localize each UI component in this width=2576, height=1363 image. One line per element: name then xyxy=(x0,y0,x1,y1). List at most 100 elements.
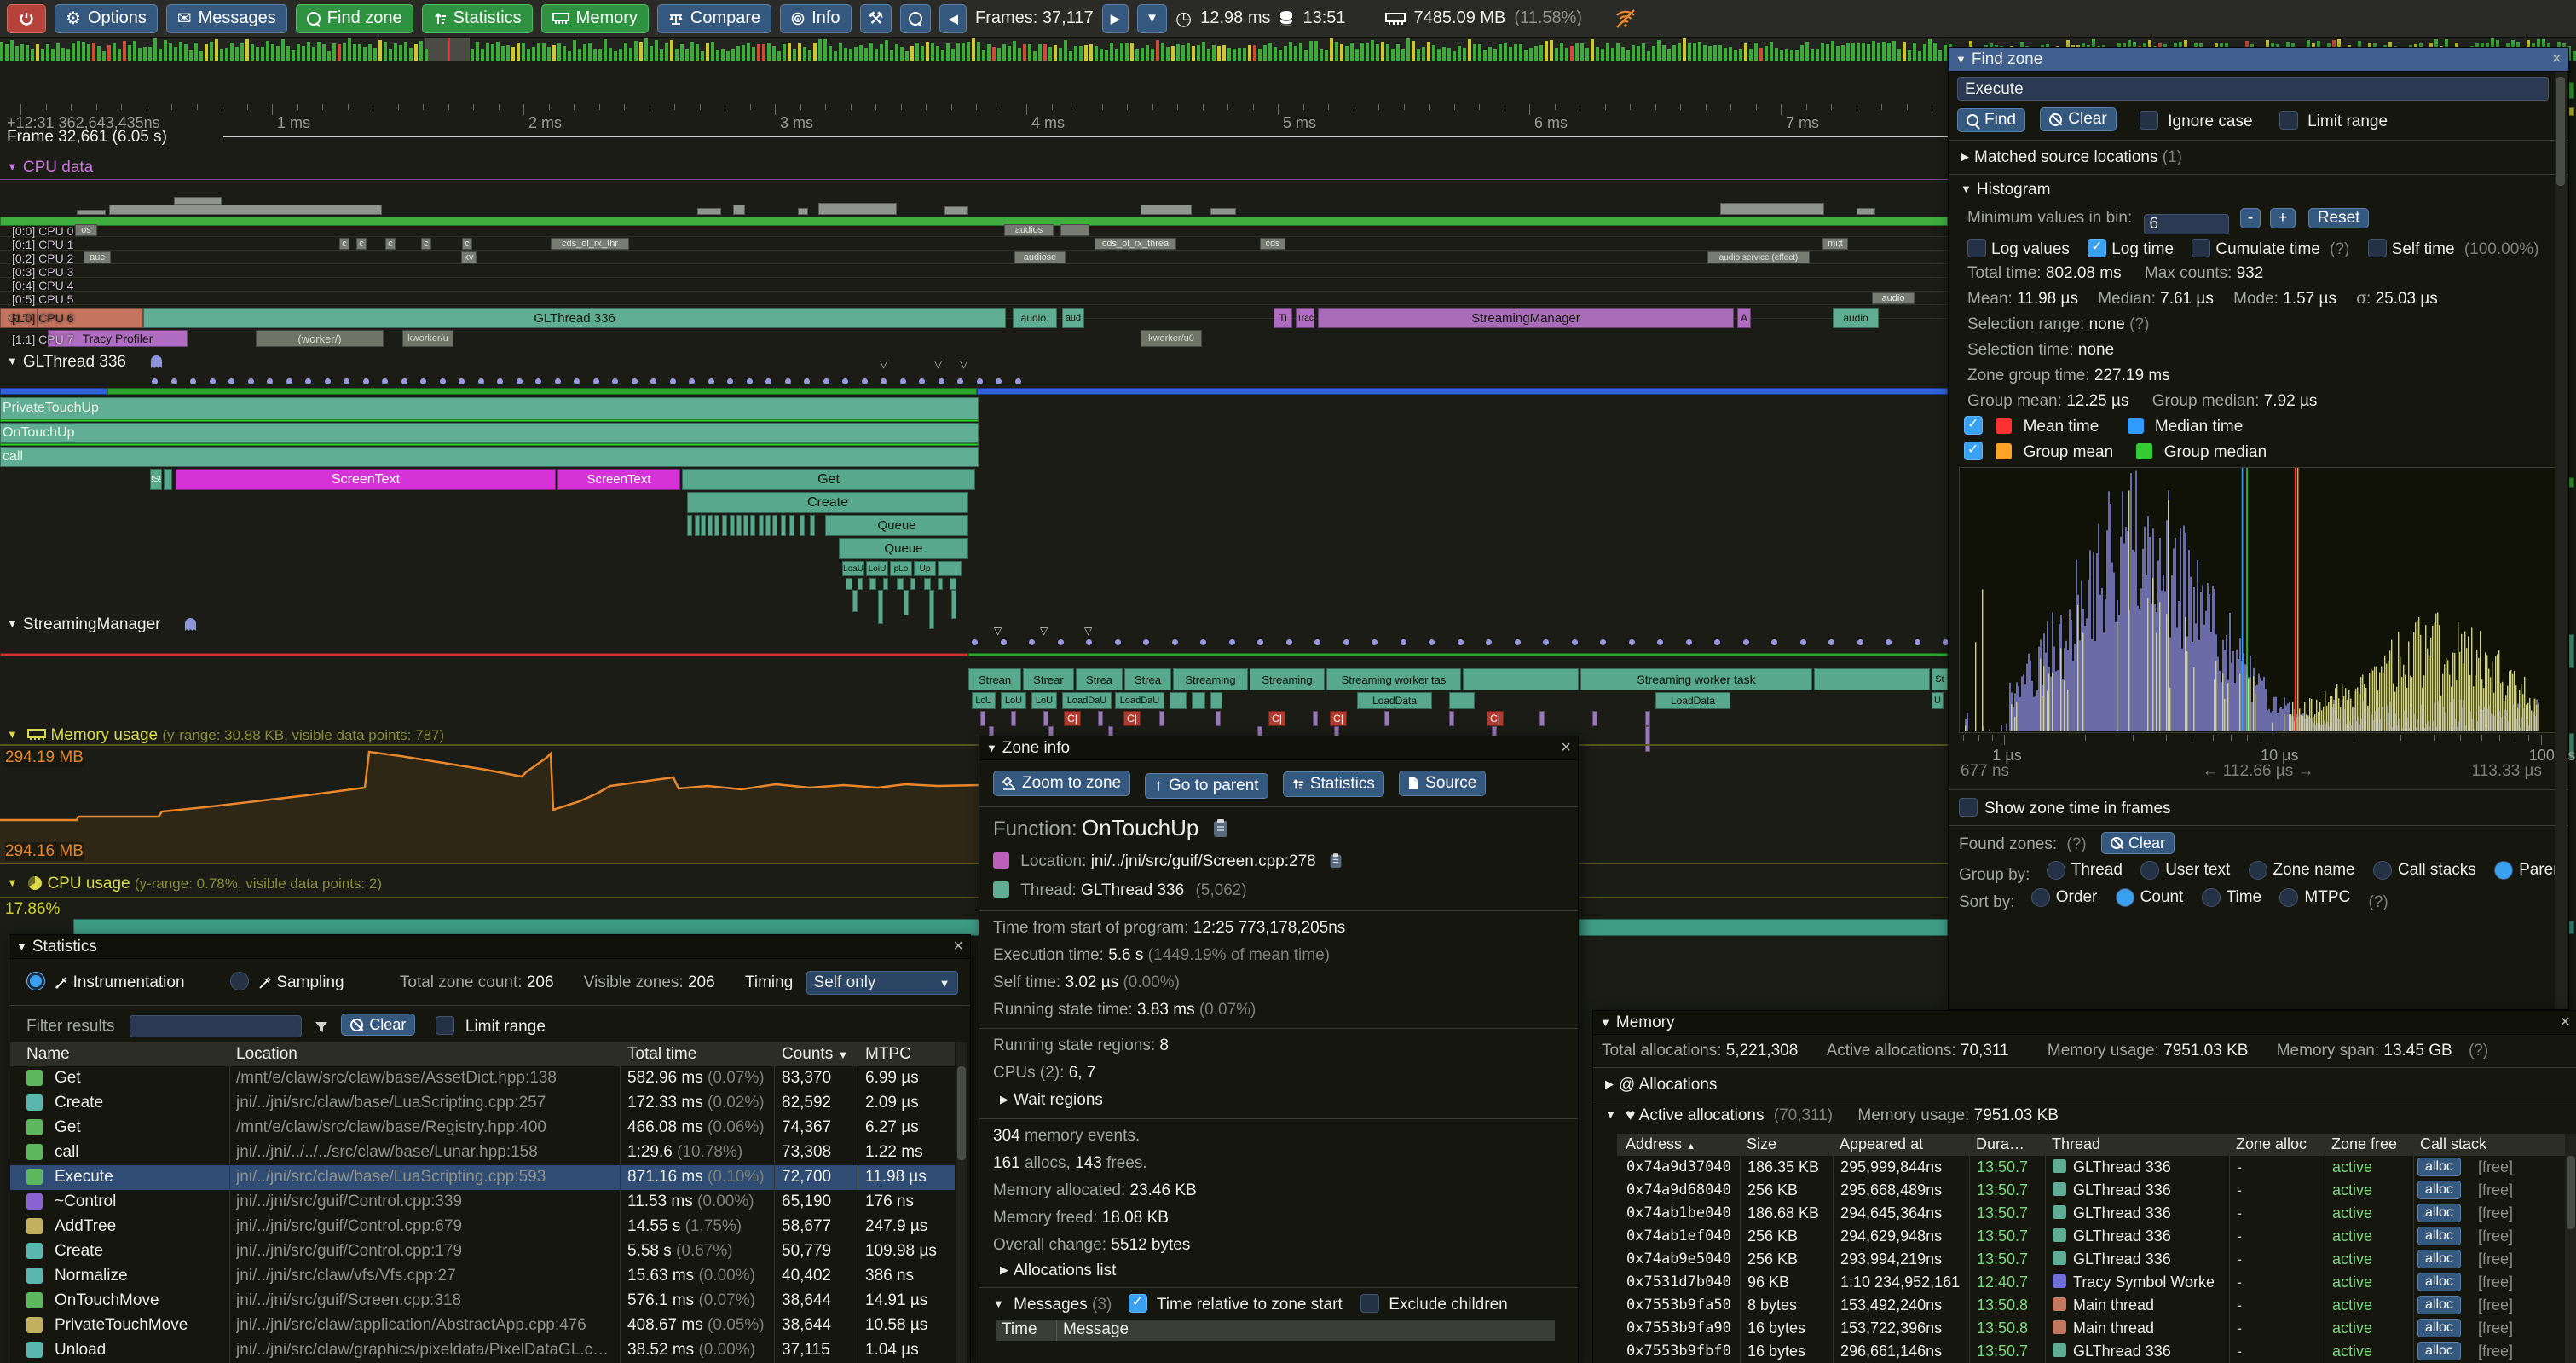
free-link[interactable]: [free] xyxy=(2478,1158,2513,1176)
col-appeared[interactable]: Appeared at xyxy=(1840,1135,1923,1153)
wifi-off-icon[interactable] xyxy=(1614,9,1637,29)
go-to-parent-button[interactable]: ↑Go to parent xyxy=(1145,773,1268,799)
help-icon[interactable]: (?) xyxy=(2330,240,2349,258)
alloc-button[interactable]: alloc xyxy=(2417,1181,2461,1199)
timeline-zone[interactable] xyxy=(0,419,979,422)
timeline-zone[interactable] xyxy=(858,578,863,590)
clipboard-icon[interactable] xyxy=(1212,818,1229,839)
timeline-zone[interactable]: Strea xyxy=(1076,668,1123,690)
timeline-zone[interactable]: audio.service (effect) xyxy=(1707,251,1810,263)
timeline-zone[interactable] xyxy=(1463,668,1579,690)
timeline-zone[interactable] xyxy=(697,208,721,215)
col-size[interactable]: Size xyxy=(1747,1135,1776,1153)
timeline-zone[interactable]: Get xyxy=(682,469,975,490)
timeline-zone[interactable]: C| xyxy=(1268,711,1285,726)
tools-button[interactable]: ⚒ xyxy=(860,4,892,33)
log-time-checkbox[interactable] xyxy=(2088,239,2106,257)
col-name[interactable]: Name xyxy=(26,1045,70,1064)
expand-icon[interactable]: ▶ xyxy=(1961,150,1969,163)
table-row[interactable]: ~Control jni/../jni/src/guif/Control.cpp… xyxy=(10,1190,955,1215)
timeline-zone[interactable]: A xyxy=(1737,308,1751,328)
alloc-button[interactable]: alloc xyxy=(2417,1319,2461,1337)
timeline-zone[interactable] xyxy=(0,653,968,656)
timeline-zone[interactable]: cds_ol_rx_thr xyxy=(551,238,629,250)
col-message[interactable]: Message xyxy=(1063,1320,1129,1339)
zone-info-window[interactable]: ▼ Zone info × Zoom to zone ↑Go to parent… xyxy=(979,736,1579,1363)
find-zone-scrollbar[interactable] xyxy=(2555,72,2567,1009)
timeline-zone[interactable]: Streaming xyxy=(1250,668,1325,690)
show-zone-time-checkbox[interactable] xyxy=(1959,798,1978,817)
help-icon[interactable]: (?) xyxy=(2469,1042,2488,1060)
next-frame-button[interactable]: ▶ xyxy=(1102,4,1129,33)
timeline-zone[interactable] xyxy=(1011,711,1016,726)
timeline-zone[interactable]: pLo xyxy=(890,561,912,576)
timeline-zone[interactable] xyxy=(730,515,735,536)
alloc-button[interactable]: alloc xyxy=(2417,1158,2461,1176)
free-link[interactable]: [free] xyxy=(2478,1250,2513,1268)
close-icon[interactable]: × xyxy=(1561,738,1571,758)
table-row[interactable]: PrivateTouchMove jni/../jni/src/claw/app… xyxy=(10,1314,955,1338)
table-row[interactable]: Unload jni/../jni/src/claw/graphics/pixe… xyxy=(10,1338,955,1363)
table-row[interactable]: Execute jni/../jni/src/claw/base/LuaScri… xyxy=(10,1165,955,1190)
timeline-zone[interactable] xyxy=(1060,224,1089,236)
timeline-zone[interactable]: Strear xyxy=(1023,668,1074,690)
active-allocations-section[interactable]: Active allocations xyxy=(1639,1106,1765,1124)
histogram-label[interactable]: Histogram xyxy=(1977,181,2051,199)
radio-option[interactable]: Zone name xyxy=(2249,861,2355,880)
cumulate-time-checkbox[interactable] xyxy=(2192,239,2210,257)
allocations-list[interactable]: Allocations list xyxy=(1014,1262,1116,1279)
timeline-zone[interactable] xyxy=(1216,711,1221,726)
options-button[interactable]: ⚙Options xyxy=(55,4,158,33)
timeline-zone[interactable] xyxy=(1098,711,1103,726)
clipboard-icon[interactable] xyxy=(1329,852,1343,869)
timeline-zone[interactable] xyxy=(1210,208,1236,215)
messages-button[interactable]: ✉Messages xyxy=(166,4,287,33)
timeline-zone[interactable]: call xyxy=(0,447,979,467)
timeline-zone[interactable] xyxy=(938,578,943,590)
timeline-zone[interactable]: Strea xyxy=(1124,668,1171,690)
timeline-zone[interactable] xyxy=(1592,711,1597,726)
section-memory-usage[interactable]: ▼ Memory usage (y-range: 30.88 KB, visib… xyxy=(7,726,444,745)
timeline-zone[interactable]: auc xyxy=(84,251,111,263)
compare-button[interactable]: Compare xyxy=(657,4,771,33)
col-total-time[interactable]: Total time xyxy=(627,1045,696,1064)
close-icon[interactable]: × xyxy=(2560,1013,2570,1032)
collapse-icon[interactable]: ▼ xyxy=(7,355,18,367)
close-icon[interactable]: × xyxy=(953,937,963,956)
section-streamingmanager[interactable]: ▼StreamingManager xyxy=(7,615,160,634)
clear-filter-button[interactable]: Clear xyxy=(341,1014,415,1036)
timeline-zone[interactable] xyxy=(1384,711,1389,726)
matched-source-locations[interactable]: Matched source locations xyxy=(1974,148,2157,166)
radio-option[interactable]: User text xyxy=(2140,861,2230,880)
timeline-zone[interactable] xyxy=(1449,711,1454,726)
timeline-zone[interactable] xyxy=(951,590,956,619)
table-row[interactable]: Normalize jni/../jni/src/claw/vfs/Vfs.cp… xyxy=(10,1264,955,1289)
messages-label[interactable]: Messages xyxy=(1014,1296,1088,1314)
funnel-icon[interactable] xyxy=(315,1020,328,1034)
timeline-zone[interactable] xyxy=(878,590,883,624)
free-link[interactable]: [free] xyxy=(2478,1343,2513,1360)
timeline-zone[interactable]: Strean xyxy=(968,668,1021,690)
timeline-zone[interactable]: c xyxy=(421,238,431,250)
reset-button[interactable]: Reset xyxy=(2308,208,2370,228)
mean-lines-checkbox[interactable] xyxy=(1964,416,1983,435)
close-icon[interactable]: × xyxy=(2551,49,2562,69)
collapse-icon[interactable]: ▼ xyxy=(986,742,997,754)
statistics-titlebar[interactable]: ▼ Statistics × xyxy=(9,935,970,959)
timing-select[interactable]: Self only▼ xyxy=(806,971,958,995)
limit-range-checkbox[interactable] xyxy=(436,1016,454,1035)
timeline-zone[interactable] xyxy=(750,515,755,536)
timeline-zone[interactable] xyxy=(944,206,968,215)
timeline-zone[interactable]: os xyxy=(75,224,97,236)
col-address[interactable]: Address ▲ xyxy=(1626,1135,1695,1153)
exclude-children-checkbox[interactable] xyxy=(1360,1294,1379,1313)
timeline-zone[interactable]: Trac xyxy=(1296,308,1314,328)
timeline-zone[interactable]: cds xyxy=(1260,238,1285,250)
expand-icon[interactable]: ▶ xyxy=(1605,1077,1614,1090)
timeline-zone[interactable] xyxy=(701,515,706,536)
zone-info-titlebar[interactable]: ▼ Zone info × xyxy=(979,736,1578,760)
timeline-zone[interactable]: aud xyxy=(1062,308,1084,328)
timeline-zone[interactable] xyxy=(924,578,931,590)
timeline-zone[interactable] xyxy=(789,515,794,536)
alloc-button[interactable]: alloc xyxy=(2417,1342,2461,1360)
